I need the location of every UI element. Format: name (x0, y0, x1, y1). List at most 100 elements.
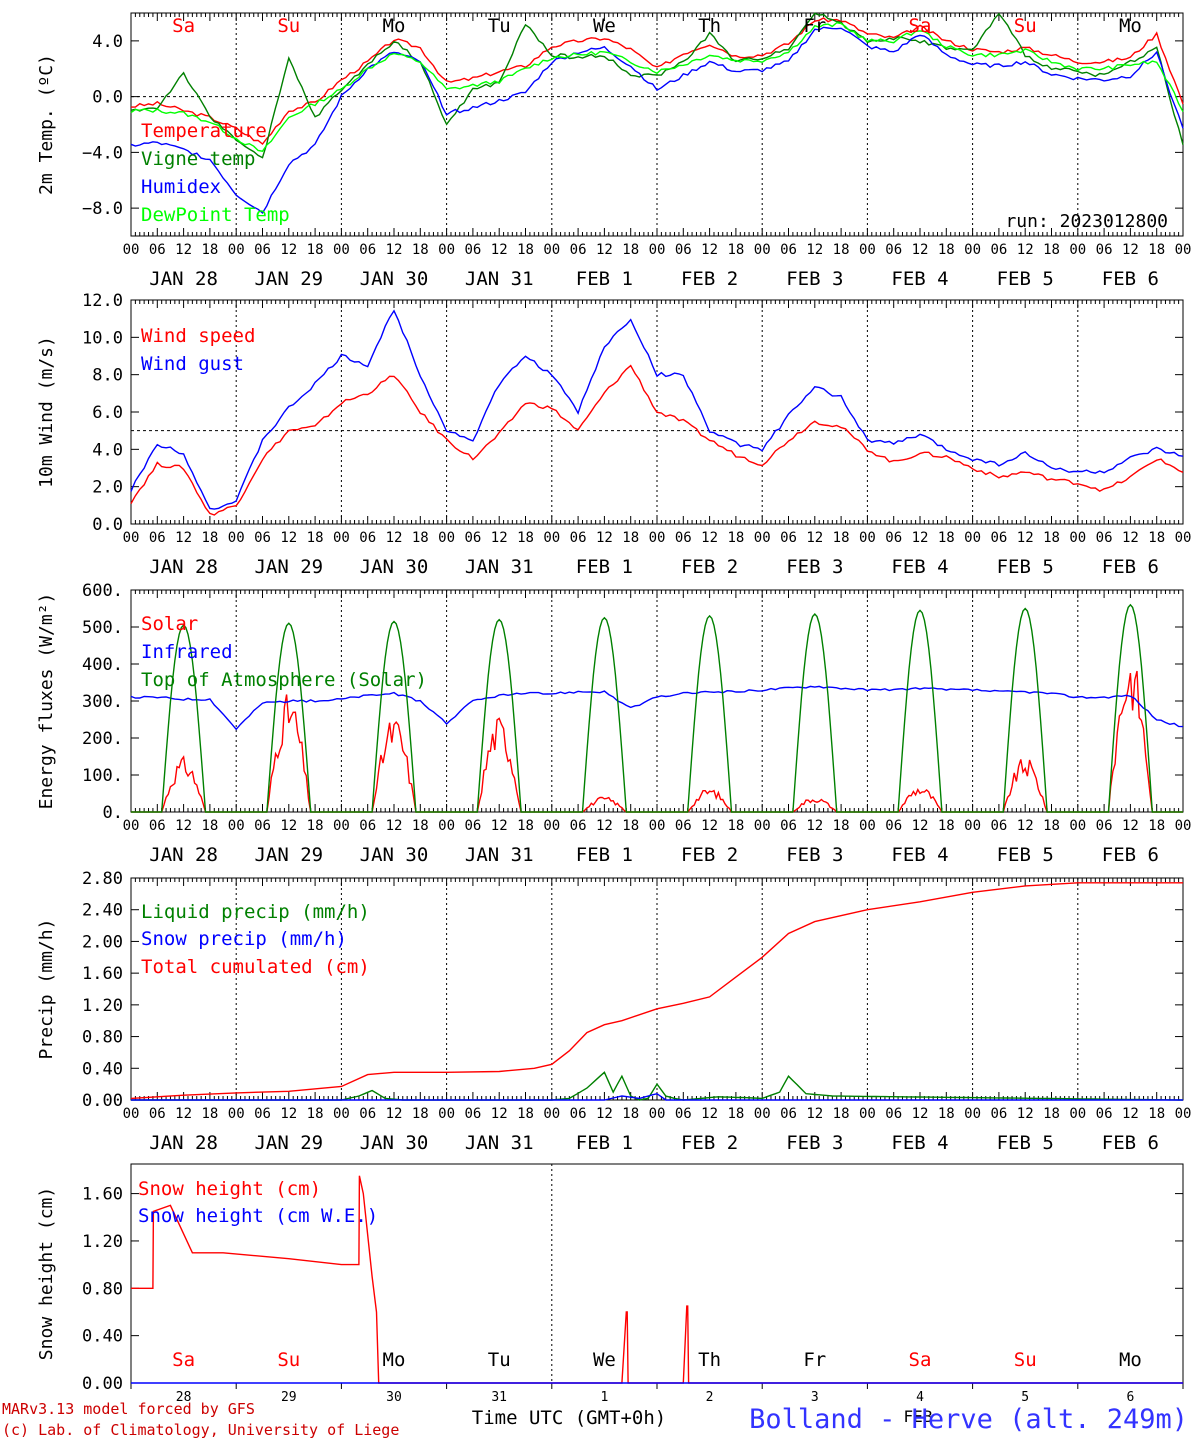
x-date-label: FEB 5 (997, 556, 1054, 578)
y-tick-label: 4.0 (92, 440, 123, 460)
x-hour-label: 06 (149, 242, 166, 258)
x-date-label: FEB 5 (997, 268, 1054, 290)
x-hour-label: 12 (701, 530, 718, 546)
x-hour-label: 00 (649, 818, 666, 834)
x-hour-label: 00 (1175, 1106, 1192, 1122)
x-hour-label: 00 (1069, 1106, 1086, 1122)
x-hour-label: 06 (570, 1106, 587, 1122)
x-date-label: JAN 29 (254, 556, 323, 578)
x-hour-label: 12 (806, 1106, 823, 1122)
x-day-number: 4 (916, 1390, 924, 1405)
day-of-week-label: Sa (909, 1349, 932, 1371)
x-hour-label: 12 (1122, 818, 1139, 834)
x-day-number: 31 (491, 1390, 507, 1405)
panel-2: 12.0 10.0 8.0 6.0 4.0 2.0 0.0 10m Wind (m/s) 00 0… (36, 291, 1191, 578)
x-date-label: FEB 1 (576, 1132, 633, 1154)
x-hour-label: 18 (1043, 242, 1060, 258)
x-hour-label: 00 (543, 242, 560, 258)
x-date-label: JAN 28 (149, 1132, 218, 1154)
y-tick-label: 1.60 (82, 1185, 123, 1205)
day-of-week-label: Su (277, 15, 300, 37)
x-hour-label: 18 (727, 1106, 744, 1122)
x-date-label: JAN 31 (465, 556, 534, 578)
x-date-label: JAN 28 (149, 556, 218, 578)
x-hour-label: 00 (438, 242, 455, 258)
day-of-week-label: Mo (383, 15, 406, 37)
station-label: Bolland - Herve (alt. 249m) (749, 1404, 1188, 1435)
x-hour-label: 06 (885, 242, 902, 258)
x-hour-label: 00 (333, 530, 350, 546)
x-hour-label: 00 (543, 1106, 560, 1122)
x-day-number: 29 (281, 1390, 297, 1405)
x-hour-label: 12 (806, 818, 823, 834)
panel-3: 600. 500. 400. 300. 200. 100. 0. Energy fluxes … (36, 581, 1191, 866)
x-day-number: 2 (706, 1390, 714, 1405)
x-date-label: JAN 29 (254, 1132, 323, 1154)
x-hour-label: 12 (386, 530, 403, 546)
x-hour-label: 12 (175, 530, 192, 546)
series-line-snow-precip-mm-h (131, 1092, 1183, 1101)
day-of-week-label: Mo (1119, 15, 1142, 37)
x-hour-label: 12 (912, 818, 929, 834)
x-hour-label: 00 (859, 1106, 876, 1122)
x-hour-label: 06 (254, 530, 271, 546)
x-hour-label: 18 (412, 1106, 429, 1122)
x-hour-label: 12 (596, 242, 613, 258)
x-hour-label: 00 (1175, 818, 1192, 834)
y-tick-label: 0.00 (82, 1374, 123, 1394)
x-hour-label: 18 (201, 530, 218, 546)
x-hour-label: 18 (727, 530, 744, 546)
x-hour-label: 18 (517, 530, 534, 546)
x-hour-label: 12 (701, 242, 718, 258)
day-of-week-label: Mo (383, 1349, 406, 1371)
day-of-week-label: Th (698, 15, 721, 37)
x-hour-label: 06 (675, 242, 692, 258)
x-hour-label: 00 (123, 1106, 140, 1122)
x-hour-label: 06 (464, 1106, 481, 1122)
x-hour-label: 12 (912, 530, 929, 546)
x-hour-label: 00 (123, 242, 140, 258)
panel-4: 2.80 2.40 2.00 1.60 1.20 0.80 0.40 0.00 Precip (… (36, 869, 1191, 1154)
legend-entry: Infrared (141, 641, 233, 663)
x-hour-label: 06 (570, 818, 587, 834)
x-month-label: FEB (904, 1407, 933, 1426)
x-hour-label: 00 (1175, 242, 1192, 258)
x-hour-label: 12 (280, 1106, 297, 1122)
legend-entry: Wind gust (141, 353, 244, 375)
x-hour-label: 06 (1096, 530, 1113, 546)
x-hour-label: 12 (175, 1106, 192, 1122)
series-line-temperature (131, 17, 1184, 145)
x-hour-label: 18 (412, 242, 429, 258)
y-tick-label: 2.0 (92, 478, 123, 498)
x-hour-label: 00 (1069, 530, 1086, 546)
day-of-week-label: Su (277, 1349, 300, 1371)
x-hour-label: 00 (964, 530, 981, 546)
x-date-label: FEB 1 (576, 844, 633, 866)
x-hour-label: 00 (754, 1106, 771, 1122)
x-hour-label: 06 (464, 530, 481, 546)
series-line-top-of-atmosphere-solar (131, 603, 1183, 813)
x-hour-label: 00 (123, 818, 140, 834)
x-date-label: FEB 2 (681, 1132, 738, 1154)
x-hour-label: 12 (491, 1106, 508, 1122)
x-hour-label: 12 (280, 530, 297, 546)
x-date-label: FEB 5 (997, 844, 1054, 866)
x-hour-label: 12 (1122, 530, 1139, 546)
credit-line-1: MARv3.13 model forced by GFS (2, 1400, 255, 1418)
y-tick-label: 0.40 (82, 1059, 123, 1079)
x-date-label: FEB 3 (786, 1132, 843, 1154)
x-date-label: FEB 1 (576, 268, 633, 290)
x-date-label: JAN 29 (254, 268, 323, 290)
x-hour-label: 00 (228, 530, 245, 546)
x-date-label: FEB 6 (1102, 844, 1159, 866)
y-tick-label: −8.0 (82, 199, 123, 219)
legend-entry: Top of Atmosphere (Solar) (141, 669, 427, 691)
x-hour-label: 12 (596, 530, 613, 546)
x-hour-label: 12 (701, 1106, 718, 1122)
x-hour-label: 00 (859, 242, 876, 258)
x-hour-label: 18 (622, 1106, 639, 1122)
y-axis-label: Snow height (cm) (36, 1187, 57, 1360)
y-tick-label: 10.0 (82, 328, 123, 348)
